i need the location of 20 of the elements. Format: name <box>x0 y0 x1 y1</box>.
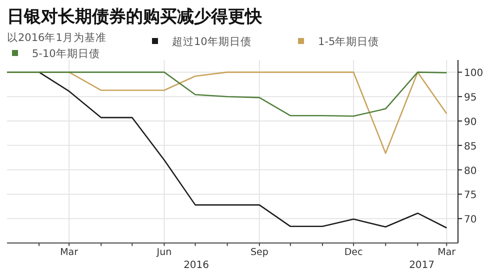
text: 2016 <box>184 260 210 271</box>
legend-label: 超过10年期日债 <box>172 35 252 48</box>
y-tick-label: 80 <box>464 166 477 177</box>
x-tick-label: Mar <box>438 247 456 258</box>
y-tick-label: 75 <box>464 190 477 202</box>
legend-label: 5-10年期日债 <box>32 48 100 60</box>
x-tick-label: Dec <box>344 247 363 258</box>
legend-label: 1-5年期日债 <box>318 36 380 48</box>
y-tick-label: 90 <box>464 117 477 128</box>
x-tick-label: Sep <box>250 247 268 258</box>
x-tick-label: Mar <box>60 247 78 258</box>
chart-subtitle: 以2016年1月为基准 <box>7 31 106 44</box>
chart-title: 日银对长期债券的购买减少得更快 <box>7 7 263 27</box>
y-tick-label: 70 <box>464 214 477 226</box>
text: 2017 <box>409 260 435 271</box>
x-tick-label: Jun <box>156 247 172 258</box>
line-series <box>6 72 448 117</box>
y-tick-label: 85 <box>464 141 477 152</box>
y-tick-label: 100 <box>464 68 484 80</box>
y-tick-label: 95 <box>464 92 477 104</box>
